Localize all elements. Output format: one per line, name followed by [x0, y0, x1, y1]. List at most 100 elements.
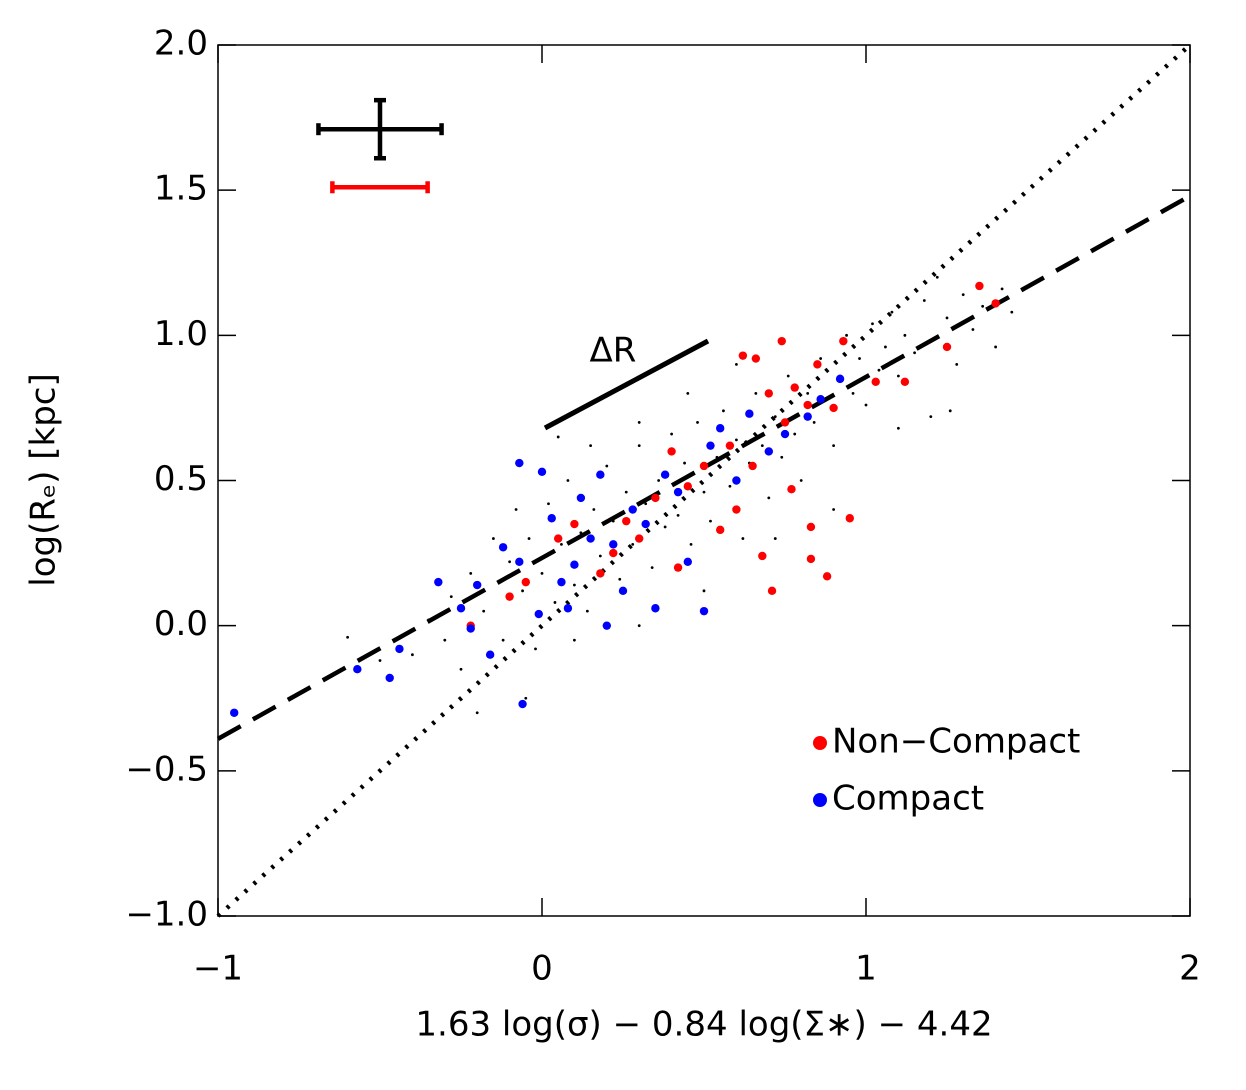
- legend-label: Compact: [832, 779, 984, 819]
- point: [673, 487, 683, 497]
- point: [793, 432, 797, 436]
- point: [942, 342, 952, 352]
- point: [527, 537, 531, 540]
- y-tick-label: −1.0: [125, 895, 208, 935]
- point: [806, 522, 816, 532]
- point: [611, 519, 615, 523]
- point: [673, 563, 683, 572]
- point: [622, 516, 631, 526]
- point: [955, 362, 959, 366]
- point: [618, 586, 628, 596]
- point: [570, 519, 579, 529]
- point: [864, 403, 868, 407]
- point: [787, 485, 796, 494]
- fit-line: [216, 194, 1192, 741]
- point: [534, 609, 543, 619]
- point: [637, 444, 641, 448]
- point: [706, 441, 715, 450]
- point: [803, 400, 812, 410]
- point: [637, 624, 641, 628]
- point: [780, 418, 790, 427]
- point: [764, 389, 773, 398]
- legend-marker: [813, 736, 827, 750]
- point: [777, 336, 786, 346]
- delta-r-line: [543, 338, 710, 431]
- plot-frame: [217, 44, 1191, 917]
- y-tick-label: 2.0: [154, 24, 208, 64]
- point: [851, 392, 855, 395]
- point: [813, 360, 822, 369]
- point: [745, 409, 754, 418]
- point: [1000, 287, 1004, 291]
- point: [819, 357, 823, 360]
- point: [686, 392, 690, 395]
- point: [663, 525, 667, 529]
- point: [822, 572, 832, 581]
- point: [547, 514, 556, 523]
- point: [728, 484, 732, 488]
- point: [683, 557, 692, 566]
- point: [961, 293, 965, 297]
- point: [702, 490, 706, 494]
- point: [573, 638, 576, 642]
- point: [596, 569, 605, 578]
- point: [427, 618, 430, 622]
- point: [799, 479, 803, 482]
- point: [845, 514, 854, 523]
- point: [501, 638, 505, 642]
- point: [758, 551, 767, 561]
- point: [871, 377, 880, 386]
- point: [900, 377, 910, 386]
- y-tick-label: 0.0: [154, 604, 208, 644]
- point: [699, 606, 709, 616]
- point: [845, 333, 848, 337]
- point: [732, 476, 741, 485]
- point: [754, 392, 758, 395]
- point: [485, 650, 495, 659]
- point: [922, 299, 926, 302]
- point: [618, 577, 622, 581]
- point: [492, 537, 495, 540]
- point: [557, 577, 566, 587]
- point: [1010, 310, 1014, 314]
- point: [459, 667, 463, 671]
- point: [456, 604, 466, 613]
- point: [514, 508, 518, 511]
- point: [871, 322, 874, 326]
- point: [971, 328, 975, 331]
- point: [773, 415, 777, 419]
- point: [651, 604, 660, 613]
- point: [670, 432, 673, 436]
- point: [443, 638, 447, 642]
- point: [560, 542, 563, 546]
- point: [975, 281, 984, 291]
- point: [540, 572, 544, 575]
- point: [395, 644, 404, 654]
- point: [609, 548, 618, 558]
- point: [935, 275, 939, 279]
- point: [515, 557, 524, 566]
- x-axis-label: 1.63 log(σ) − 0.84 log(Σ∗) − 4.42: [415, 1005, 992, 1045]
- point: [903, 333, 907, 337]
- point: [585, 609, 589, 613]
- point: [521, 589, 524, 593]
- point: [890, 310, 894, 314]
- point: [832, 508, 835, 511]
- point: [735, 362, 738, 366]
- point: [676, 513, 680, 517]
- point: [650, 566, 654, 569]
- point: [751, 354, 761, 363]
- point: [667, 447, 676, 456]
- point: [689, 542, 693, 546]
- point: [738, 351, 748, 360]
- x-tick-label: 0: [531, 949, 553, 989]
- fit-line: [216, 43, 1192, 918]
- point: [573, 583, 576, 587]
- y-axis-label: log(Rₑ) [kpc]: [24, 373, 64, 586]
- point: [553, 601, 557, 604]
- point: [945, 316, 949, 320]
- point: [547, 502, 550, 506]
- point: [715, 455, 719, 459]
- point: [722, 409, 725, 413]
